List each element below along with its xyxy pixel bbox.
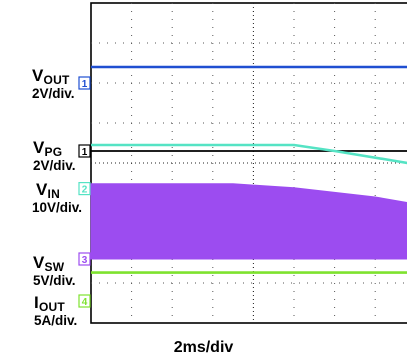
vsw-scale: 5V/div. bbox=[33, 273, 76, 288]
iout-label: IOUT 5A/div. bbox=[34, 294, 77, 328]
ground-marker-box bbox=[78, 76, 91, 90]
iout-scale: 5A/div. bbox=[34, 313, 78, 328]
vpg-label-sub: PG bbox=[44, 145, 63, 159]
vout-scale: 2V/div. bbox=[32, 86, 75, 101]
ground-marker-number: 3 bbox=[82, 255, 88, 266]
vin-label-sub: IN bbox=[47, 187, 60, 201]
ground-marker-box bbox=[78, 294, 91, 308]
ground-marker-number: 1 bbox=[82, 147, 88, 158]
ground-marker-4: 4 bbox=[78, 294, 91, 308]
vin-label: VIN 10V/div. bbox=[32, 180, 82, 215]
vsw-label-name: V bbox=[33, 253, 45, 272]
vout-label: VOUT 2V/div. bbox=[32, 67, 75, 101]
trace-iout bbox=[91, 271, 407, 274]
trace-vpg bbox=[91, 150, 407, 152]
iout-label-sub: OUT bbox=[38, 300, 65, 314]
vout-label-name: V bbox=[32, 66, 44, 85]
ground-marker-2: 2 bbox=[78, 182, 91, 196]
ground-marker-number: 2 bbox=[82, 185, 88, 196]
vin-label-name: V bbox=[36, 180, 48, 199]
trace-vsw bbox=[90, 183, 407, 260]
x-axis-label: 2ms/div bbox=[173, 339, 234, 356]
vin-scale: 10V/div. bbox=[32, 200, 83, 215]
vout-label-sub: OUT bbox=[43, 73, 70, 87]
vsw-label: VSW 5V/div. bbox=[33, 254, 76, 288]
ground-marker-3: 3 bbox=[78, 252, 91, 266]
vpg-scale: 2V/div. bbox=[33, 158, 76, 173]
ground-marker-number: 4 bbox=[82, 297, 88, 308]
vpg-label: VPG 2V/div. bbox=[33, 139, 76, 173]
traces bbox=[90, 65, 407, 274]
ground-marker-box bbox=[78, 144, 91, 158]
ground-marker-box bbox=[78, 182, 91, 196]
trace-vin bbox=[91, 143, 407, 165]
graticule bbox=[91, 3, 407, 323]
vpg-label-name: V bbox=[33, 138, 45, 157]
ground-marker-1: 1 bbox=[78, 144, 91, 158]
ground-marker-0: 1 bbox=[78, 76, 91, 90]
ground-markers: 1 1 2 3 4 bbox=[78, 76, 91, 308]
ground-marker-number: 1 bbox=[82, 79, 88, 90]
ground-marker-box bbox=[78, 252, 91, 266]
iout-label-name: I bbox=[34, 293, 39, 312]
vsw-label-sub: SW bbox=[44, 260, 65, 274]
